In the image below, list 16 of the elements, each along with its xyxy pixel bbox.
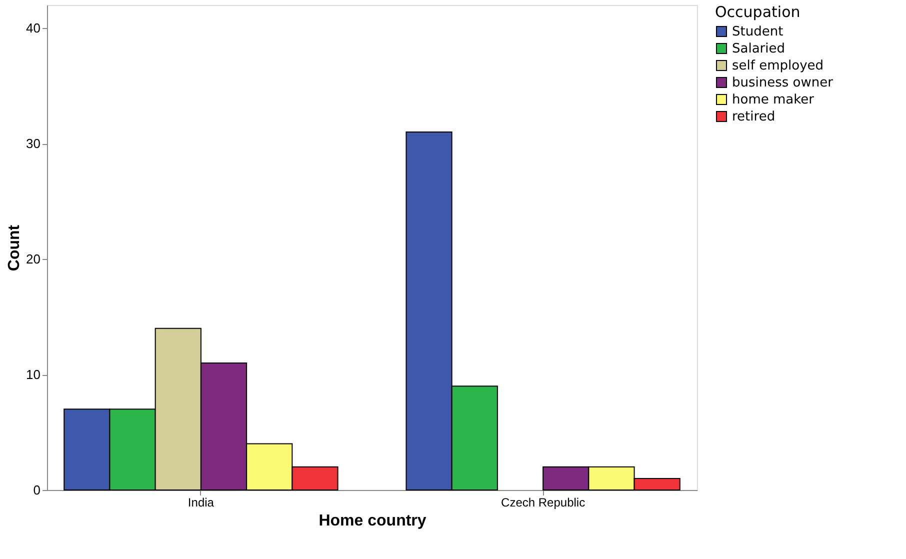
y-axis-title: Count [6,224,24,272]
y-tick-label: 20 [26,252,40,267]
legend-title: Occupation [715,3,800,21]
legend-label: self employed [732,58,824,74]
legend-label: business owner [732,76,834,90]
x-axis-title: Home country [318,512,426,530]
legend-label: Student [732,24,784,40]
x-tick-label: India [188,496,214,510]
y-tick-label: 40 [26,20,40,36]
x-tick-label: Czech Republic [501,496,586,510]
legend-label: home maker [732,92,815,108]
y-tick-label: 10 [26,367,40,382]
y-tick-label: 30 [26,136,40,152]
y-tick-label: 0 [33,482,40,498]
legend-label: Salaried [732,42,786,56]
legend-label: retired [732,110,776,124]
